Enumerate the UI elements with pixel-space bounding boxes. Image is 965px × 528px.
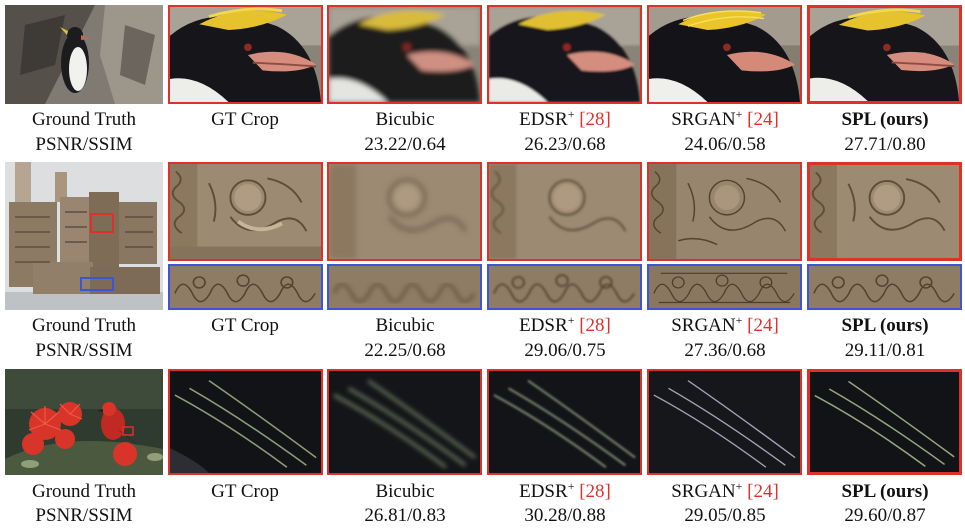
- caption-row1-col1-score: PSNR/SSIM: [35, 134, 133, 155]
- method-sup: +: [735, 479, 743, 493]
- caption-row1-col2-label: GT Crop: [211, 109, 279, 130]
- caption-row3-col4-label: EDSR+ [28]: [486, 480, 644, 504]
- method-name: EDSR: [519, 315, 568, 336]
- caption-row1-col5-label: SRGAN+ [24]: [646, 108, 804, 132]
- caption-row3-col6-label: SPL (ours): [841, 481, 929, 502]
- method-sup: +: [735, 107, 743, 121]
- caption-row3-col3-score: 26.81/0.83: [364, 505, 446, 526]
- method-sup: +: [735, 313, 743, 327]
- citation-link[interactable]: [28]: [579, 315, 611, 336]
- frieze-crop-gt: [168, 264, 323, 310]
- ground-truth-image-bird: [5, 369, 163, 475]
- caption-row2-col3-label: Bicubic: [375, 315, 435, 336]
- frieze-crop-edsr: [487, 264, 642, 310]
- citation-link[interactable]: [24]: [747, 315, 779, 336]
- penguin-crop-srgan: [647, 5, 802, 104]
- caption-row2-col5-label: SRGAN+ [24]: [646, 314, 804, 338]
- caption-row3-col1-score: PSNR/SSIM: [35, 505, 133, 526]
- penguin-crop-gt: [168, 5, 323, 104]
- caption-row3-col3-label: Bicubic: [375, 481, 435, 502]
- method-name: EDSR: [519, 481, 568, 502]
- caption-row2-col1-label: Ground Truth: [32, 315, 136, 336]
- feather-crop-edsr: [487, 369, 642, 475]
- frieze-crop-spl: [807, 264, 962, 310]
- caption-row3-col5-score: 29.05/0.85: [684, 505, 766, 526]
- frieze-crop-bicubic: [327, 264, 482, 310]
- caption-row1-col4-label: EDSR+ [28]: [486, 108, 644, 132]
- citation-link[interactable]: [28]: [579, 109, 611, 130]
- caption-row2-col4-score: 29.06/0.75: [524, 340, 606, 361]
- method-name: SRGAN: [671, 109, 736, 130]
- caption-row1-col1-label: Ground Truth: [32, 109, 136, 130]
- caption-row2-col6-label: SPL (ours): [841, 315, 929, 336]
- caption-row3-col6-score: 29.60/0.87: [844, 505, 926, 526]
- carving-crop-spl: [807, 162, 962, 261]
- method-name: SRGAN: [671, 481, 736, 502]
- ground-truth-image-carvings: [5, 162, 163, 310]
- frieze-crop-srgan: [647, 264, 802, 310]
- caption-row1-col3-label: Bicubic: [375, 109, 435, 130]
- caption-row2-col2-label: GT Crop: [211, 315, 279, 336]
- penguin-crop-edsr: [487, 5, 642, 104]
- caption-row1-col5-score: 24.06/0.58: [684, 134, 766, 155]
- ground-truth-image-penguin: [5, 5, 163, 104]
- feather-crop-bicubic: [327, 369, 482, 475]
- penguin-crop-bicubic: [327, 5, 482, 104]
- citation-link[interactable]: [24]: [747, 481, 779, 502]
- caption-row3-col5-label: SRGAN+ [24]: [646, 480, 804, 504]
- citation-link[interactable]: [28]: [579, 481, 611, 502]
- feather-crop-srgan: [647, 369, 802, 475]
- caption-row1-col3-score: 23.22/0.64: [364, 134, 446, 155]
- caption-row1-col6-label: SPL (ours): [841, 109, 929, 130]
- caption-row2-col6-score: 29.11/0.81: [844, 340, 926, 361]
- caption-row1-col4-score: 26.23/0.68: [524, 134, 606, 155]
- caption-row3-col2-label: GT Crop: [211, 481, 279, 502]
- method-sup: +: [567, 479, 575, 493]
- citation-link[interactable]: [24]: [747, 109, 779, 130]
- carving-crop-edsr: [487, 162, 642, 261]
- feather-crop-spl: [807, 369, 962, 475]
- caption-row2-col1-score: PSNR/SSIM: [35, 340, 133, 361]
- method-sup: +: [567, 313, 575, 327]
- carving-crop-srgan: [647, 162, 802, 261]
- method-sup: +: [567, 107, 575, 121]
- carving-crop-bicubic: [327, 162, 482, 261]
- feather-crop-gt: [168, 369, 323, 475]
- caption-row2-col5-score: 27.36/0.68: [684, 340, 766, 361]
- caption-row1-col6-score: 27.71/0.80: [844, 134, 926, 155]
- caption-row2-col3-score: 22.25/0.68: [364, 340, 446, 361]
- caption-row2-col4-label: EDSR+ [28]: [486, 314, 644, 338]
- method-name: SRGAN: [671, 315, 736, 336]
- penguin-crop-spl: [807, 5, 962, 104]
- carving-crop-gt: [168, 162, 323, 261]
- method-name: EDSR: [519, 109, 568, 130]
- caption-row3-col1-label: Ground Truth: [32, 481, 136, 502]
- caption-row3-col4-score: 30.28/0.88: [524, 505, 606, 526]
